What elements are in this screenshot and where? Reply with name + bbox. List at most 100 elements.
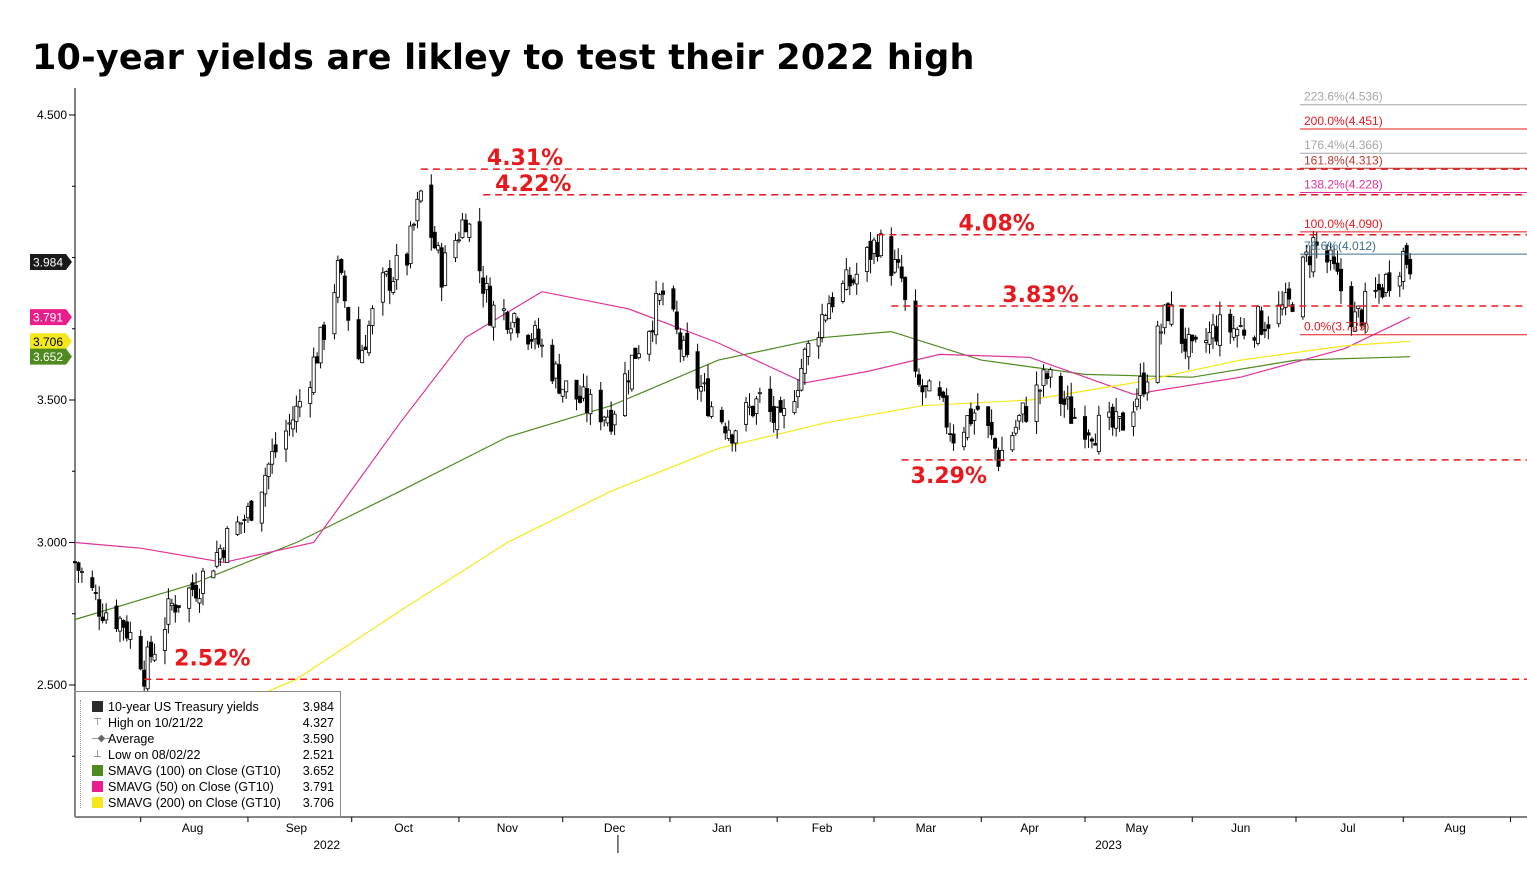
candle-body <box>636 353 641 359</box>
legend-value: 3.652 <box>302 764 334 778</box>
candle-body <box>771 405 776 423</box>
legend-value: 3.791 <box>302 780 334 794</box>
candle-body <box>1038 389 1043 392</box>
candle-body <box>1238 325 1243 327</box>
legend-label: SMAVG (200) on Close (GT10) <box>108 796 281 810</box>
candle-body <box>1311 237 1316 273</box>
candle-body <box>1190 334 1195 342</box>
candle-body <box>515 318 520 334</box>
candle-body <box>744 402 749 425</box>
candle-body <box>1328 249 1333 261</box>
candle-body <box>823 315 828 321</box>
candle-body <box>702 382 707 385</box>
candle-body <box>1262 328 1267 332</box>
level-label: 3.83% <box>1002 283 1078 308</box>
level-label: 2.52% <box>174 646 250 671</box>
candle-body <box>1255 306 1260 344</box>
candle-body <box>169 602 174 606</box>
candle-body <box>916 374 921 385</box>
candle-body <box>166 598 171 625</box>
candle-body <box>782 408 787 416</box>
candle-body <box>429 184 434 238</box>
candle-body <box>1287 288 1292 300</box>
candle-body <box>581 386 586 399</box>
value-tag <box>30 333 72 350</box>
candle-body <box>235 521 240 535</box>
x-month-label: Dec <box>604 821 625 835</box>
candle-body <box>1159 331 1164 334</box>
candle-body <box>1193 336 1198 340</box>
candle-body <box>768 388 773 413</box>
candle-body <box>1041 369 1046 386</box>
legend-swatch <box>92 797 103 808</box>
candle-body <box>750 405 755 417</box>
level-label: 4.22% <box>495 172 571 197</box>
candle-body <box>847 274 852 287</box>
candle-body <box>90 577 95 589</box>
candle-body <box>200 570 205 594</box>
legend-row: SMAVG (200) on Close (GT10) 3.706 <box>82 795 334 811</box>
low-marker-icon: ⊥ <box>93 749 102 760</box>
candle-body <box>875 241 880 258</box>
legend-label: Low on 08/02/22 <box>108 748 201 762</box>
candle-body <box>1138 376 1143 397</box>
candle-body <box>1145 381 1150 394</box>
candle-body <box>972 412 977 421</box>
candle-body <box>827 303 832 320</box>
candle-body <box>588 393 593 415</box>
candle-body <box>1383 273 1388 293</box>
candle-body <box>899 266 904 279</box>
candle-body <box>1252 337 1257 341</box>
legend-value: 4.327 <box>302 716 334 730</box>
y-tick-label: 3.000 <box>37 536 67 550</box>
candle-body <box>961 431 966 448</box>
legend-value: 3.706 <box>302 796 334 810</box>
value-tag-text: 3.984 <box>33 256 63 270</box>
candle-body <box>1210 324 1215 339</box>
candle-body <box>650 330 655 333</box>
value-tag-text: 3.791 <box>33 311 63 325</box>
x-month-label: Mar <box>916 821 937 835</box>
value-tag-text: 3.652 <box>33 350 63 364</box>
candle-body <box>820 314 825 338</box>
candle-body <box>913 300 918 372</box>
candle-body <box>550 344 555 382</box>
candle-body <box>1259 310 1264 335</box>
candle-body <box>699 386 704 392</box>
candle-body <box>1404 245 1409 265</box>
candle-body <box>1408 258 1413 275</box>
candle-body <box>1141 372 1146 395</box>
candle-body <box>529 339 534 342</box>
candle-body <box>505 312 510 330</box>
candle-body <box>602 416 607 421</box>
candle-body <box>456 239 461 242</box>
candle-body <box>553 363 558 379</box>
candle-body <box>460 219 465 238</box>
candle-body <box>526 334 531 345</box>
candle-body <box>816 337 821 347</box>
candle-body <box>100 616 105 622</box>
candle-body <box>1020 402 1025 415</box>
level-label: 4.31% <box>487 146 563 171</box>
level-label: 3.29% <box>911 464 987 489</box>
axis-ticks: 2.500 3.000 3.500 4.500 Aug Sep Oct Nov Dec Jan Fe… <box>37 108 1511 853</box>
candle-body <box>851 279 856 284</box>
candle-body <box>197 598 202 604</box>
x-month-label: Oct <box>394 821 413 835</box>
candle-body <box>747 405 752 409</box>
level-label: 4.08% <box>958 212 1034 237</box>
candle-body <box>999 450 1004 462</box>
sma-50-line <box>74 291 1411 564</box>
candle-body <box>657 294 662 301</box>
legend-label: 10-year US Treasury yields <box>108 700 259 714</box>
x-month-label: Jan <box>712 821 731 835</box>
candle-body <box>557 364 562 394</box>
legend-row: SMAVG (100) on Close (GT10) 3.652 <box>82 763 334 779</box>
candle-body <box>488 285 493 326</box>
candle-body <box>259 491 264 524</box>
candle-body <box>266 463 271 477</box>
fib-label: 0.0%(3.729) <box>1304 320 1369 334</box>
candle-body <box>1089 438 1094 442</box>
candle-body <box>481 277 486 294</box>
